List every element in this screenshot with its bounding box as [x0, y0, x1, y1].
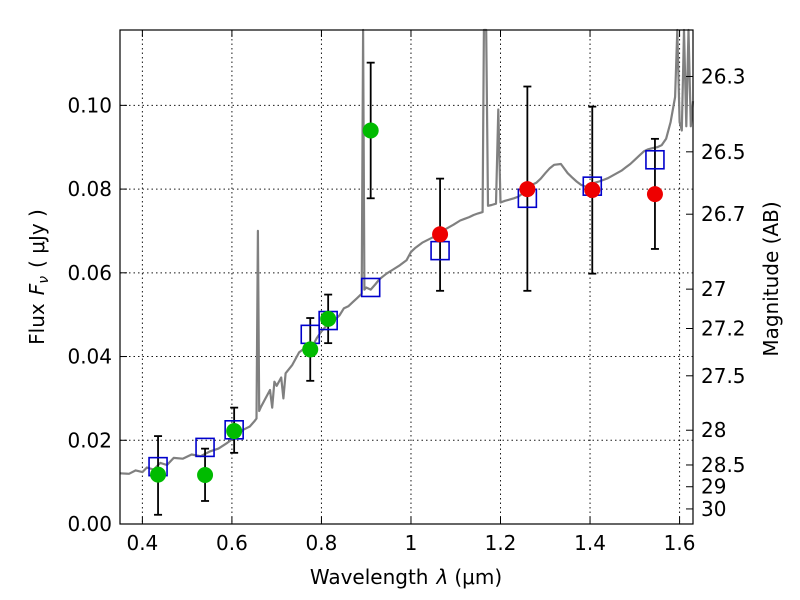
y2-tick-label: 30: [701, 497, 726, 521]
model-spectrum-series: [119, 28, 695, 475]
x-axis-label-unit: (μm): [454, 565, 502, 589]
y2-axis-label: Magnitude (AB): [759, 201, 783, 356]
y-axis-label: Flux Fν ( μJy ): [25, 209, 52, 345]
y2-tick-label: 28.5: [701, 453, 746, 477]
y-tick-label: 0.04: [67, 345, 112, 369]
observed-point: [362, 122, 379, 139]
model-photometry-series: [148, 149, 665, 477]
y-axis-label-symbol: F: [25, 283, 49, 295]
spectrum-line: [119, 28, 695, 475]
model-photometry-point: [195, 437, 215, 458]
x-tick-label: 0.4: [126, 531, 158, 555]
x-axis-ticks: 0.4 0.6 0.8 1 1.2 1.4 1.6: [126, 30, 695, 555]
x-axis-label-symbol: λ: [436, 565, 449, 589]
observed-point: [226, 423, 243, 440]
observed-point: [302, 341, 319, 358]
x-axis-label-text: Wavelength: [310, 565, 429, 589]
y-axis-label-subscript: ν: [36, 276, 52, 284]
y-axis-ticks: 0.00 0.02 0.04 0.06 0.08 0.10: [67, 93, 127, 536]
x-tick-label: 0.8: [306, 531, 338, 555]
y-axis-label-text: Flux: [25, 303, 49, 345]
y2-tick-label: 27.2: [701, 316, 746, 340]
y2-tick-label: 26.3: [701, 64, 746, 88]
observed-point: [432, 226, 449, 243]
y2-tick-label: 29: [701, 475, 726, 499]
x-tick-label: 1: [405, 531, 418, 555]
model-photometry-point: [645, 149, 665, 170]
observed-point: [519, 181, 536, 198]
y2-tick-label: 28: [701, 418, 726, 442]
x-axis-label: Wavelength λ (μm): [310, 565, 502, 589]
plot-frame: [119, 29, 694, 525]
y-tick-label: 0.08: [67, 177, 112, 201]
y2-tick-label: 26.5: [701, 140, 746, 164]
y-tick-label: 0.10: [67, 93, 112, 117]
observed-point: [646, 186, 663, 203]
observed-photometry-series: [150, 122, 663, 484]
x-tick-label: 0.6: [216, 531, 248, 555]
y-axis-label-unit: ( μJy ): [25, 209, 49, 268]
x-tick-label: 1.2: [485, 531, 517, 555]
y2-tick-label: 27.5: [701, 364, 746, 388]
y2-tick-label: 27: [701, 277, 726, 301]
error-bars: [154, 61, 659, 516]
model-photometry-point: [360, 277, 381, 298]
observed-point: [150, 466, 167, 483]
x-tick-label: 1.4: [574, 531, 606, 555]
observed-point: [320, 310, 337, 327]
y-tick-label: 0.06: [67, 261, 112, 285]
y2-tick-label: 26.7: [701, 202, 746, 226]
y-tick-label: 0.02: [67, 428, 112, 452]
x-tick-label: 1.6: [664, 531, 696, 555]
observed-point: [197, 467, 214, 484]
observed-point: [584, 181, 601, 198]
y-tick-label: 0.00: [67, 512, 112, 536]
